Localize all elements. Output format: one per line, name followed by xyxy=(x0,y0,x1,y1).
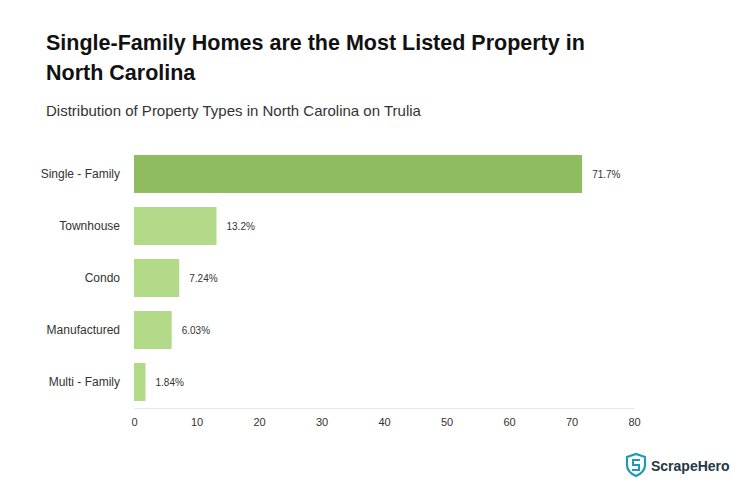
chart-subtitle: Distribution of Property Types in North … xyxy=(46,102,421,119)
y-tick: Townhouse xyxy=(59,219,134,233)
x-tick-label: 60 xyxy=(503,416,515,428)
data-labels: 71.7% 13.2% 7.24% 6.03% 1.84% xyxy=(156,169,621,388)
y-tick: Single - Family xyxy=(41,167,134,181)
data-label: 71.7% xyxy=(592,169,620,180)
x-tick-label: 80 xyxy=(628,416,640,428)
chart-title: Single-Family Homes are the Most Listed … xyxy=(46,28,591,88)
data-label: 6.03% xyxy=(182,325,210,336)
y-axis: Single - Family Townhouse Condo Manufacture… xyxy=(41,167,134,389)
x-tick: 30 xyxy=(316,408,328,428)
logo-icon-mark xyxy=(632,460,640,470)
x-axis-line xyxy=(135,408,635,409)
bars xyxy=(134,155,582,401)
x-tick: 70 xyxy=(566,408,578,428)
x-tick-label: 30 xyxy=(316,416,328,428)
logo: ScrapeHero xyxy=(627,454,730,476)
y-tick-label: Townhouse xyxy=(59,219,120,233)
y-tick-label: Condo xyxy=(85,271,121,285)
y-tick-label: Single - Family xyxy=(41,167,120,181)
x-tick: 50 xyxy=(441,408,453,428)
y-tick: Multi - Family xyxy=(49,375,134,389)
data-label: 13.2% xyxy=(227,221,255,232)
bar xyxy=(134,155,582,193)
bar xyxy=(134,311,172,349)
x-tick-label: 0 xyxy=(131,416,137,428)
chart: 71.7% 13.2% 7.24% 6.03% 1.84% 0 10 20 30 40 50 60 70… xyxy=(0,0,744,496)
y-tick: Condo xyxy=(85,271,134,285)
y-tick-label: Manufactured xyxy=(47,323,120,337)
y-tick-label: Multi - Family xyxy=(49,375,120,389)
data-label: 7.24% xyxy=(189,273,217,284)
x-tick-label: 10 xyxy=(191,416,203,428)
x-axis: 0 10 20 30 40 50 60 70 80 xyxy=(131,408,640,428)
annotation: ScrapeHero xyxy=(651,458,730,474)
x-tick: 80 xyxy=(628,408,640,428)
x-tick: 60 xyxy=(503,408,515,428)
bar xyxy=(134,363,146,401)
x-tick: 10 xyxy=(191,408,203,428)
x-tick-label: 50 xyxy=(441,416,453,428)
logo-icon xyxy=(627,454,645,476)
x-tick-label: 70 xyxy=(566,416,578,428)
bar xyxy=(134,207,217,245)
data-label: 1.84% xyxy=(156,377,184,388)
x-tick-label: 20 xyxy=(253,416,265,428)
bar xyxy=(134,259,179,297)
x-tick: 20 xyxy=(253,408,265,428)
x-tick: 0 xyxy=(131,408,137,428)
y-tick: Manufactured xyxy=(47,323,134,337)
x-tick: 40 xyxy=(378,408,390,428)
x-tick-label: 40 xyxy=(378,416,390,428)
